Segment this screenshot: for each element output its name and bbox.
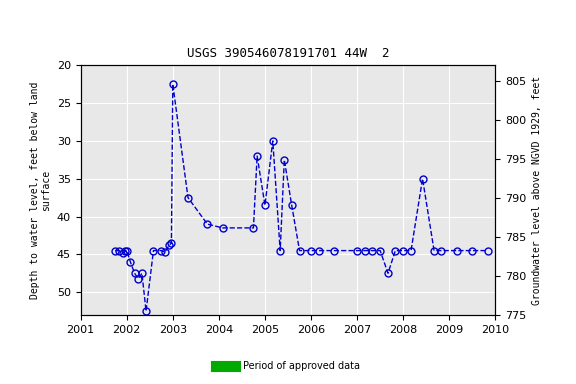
Y-axis label: Depth to water level, feet below land
surface: Depth to water level, feet below land su…	[29, 81, 51, 299]
Y-axis label: Groundwater level above NGVD 1929, feet: Groundwater level above NGVD 1929, feet	[532, 76, 542, 305]
Title: USGS 390546078191701 44W  2: USGS 390546078191701 44W 2	[187, 47, 389, 60]
Legend: Period of approved data: Period of approved data	[212, 358, 364, 375]
